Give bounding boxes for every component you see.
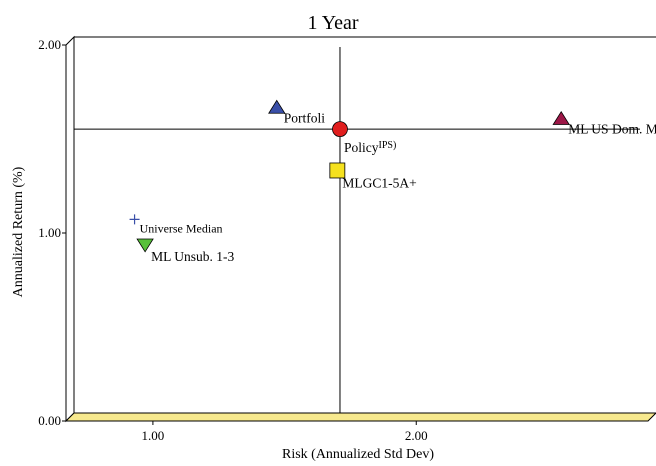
- chart-title: 1 Year: [307, 12, 358, 34]
- y-axis-title: Annualized Return (%): [11, 166, 26, 297]
- point-label: Portfoli: [284, 110, 326, 125]
- data-points: Portfoli PolicyIPS) MLGC1-5A+ ML US Dom. M U…: [129, 99, 656, 264]
- point-label: Universe Median: [140, 221, 223, 235]
- point-label: PolicyIPS): [344, 140, 396, 155]
- x-tick-label: 1.00: [142, 428, 165, 443]
- data-point: PolicyIPS): [332, 121, 396, 155]
- point-label-text: Policy: [344, 140, 379, 155]
- data-point: MLGC1-5A+: [329, 162, 417, 190]
- point-marker-plus: [129, 214, 140, 225]
- point-label: ML Unsub. 1-3: [151, 249, 234, 264]
- data-point: Portfoli: [268, 99, 326, 125]
- y-tick-label: 1.00: [38, 225, 61, 240]
- data-point: ML US Dom. M: [552, 110, 656, 137]
- point-label-text: MLGC1-5A+: [342, 175, 416, 190]
- plot-back-wall: [74, 37, 656, 413]
- point-label-superscript: IPS): [378, 140, 396, 151]
- point-marker-triangle-down: [136, 238, 154, 253]
- point-label-text: ML Unsub. 1-3: [151, 249, 234, 264]
- point-label-text: Portfoli: [284, 110, 326, 125]
- y-tick-label: 2.00: [38, 37, 61, 52]
- data-point: ML Unsub. 1-3: [136, 238, 234, 264]
- point-label-text: ML US Dom. M: [568, 122, 656, 137]
- reference-lines: [74, 47, 640, 413]
- point-marker-triangle-up: [268, 99, 286, 114]
- plot-floor: [64, 412, 656, 422]
- point-marker-triangle-up: [552, 110, 570, 125]
- point-label-text: Universe Median: [140, 221, 223, 235]
- data-point: Universe Median: [129, 214, 223, 235]
- point-marker-square: [329, 162, 346, 179]
- point-label: ML US Dom. M: [568, 122, 656, 137]
- plot-left-wall: [65, 35, 75, 423]
- y-tick-label: 0.00: [38, 413, 61, 428]
- point-label: MLGC1-5A+: [342, 175, 416, 190]
- point-marker-circle: [332, 121, 348, 138]
- x-axis-ticks: 1.00 2.00: [142, 421, 428, 443]
- x-tick-label: 2.00: [405, 428, 428, 443]
- y-axis-ticks: 0.00 1.00 2.00: [38, 37, 66, 428]
- x-axis-title: Risk (Annualized Std Dev): [282, 447, 434, 462]
